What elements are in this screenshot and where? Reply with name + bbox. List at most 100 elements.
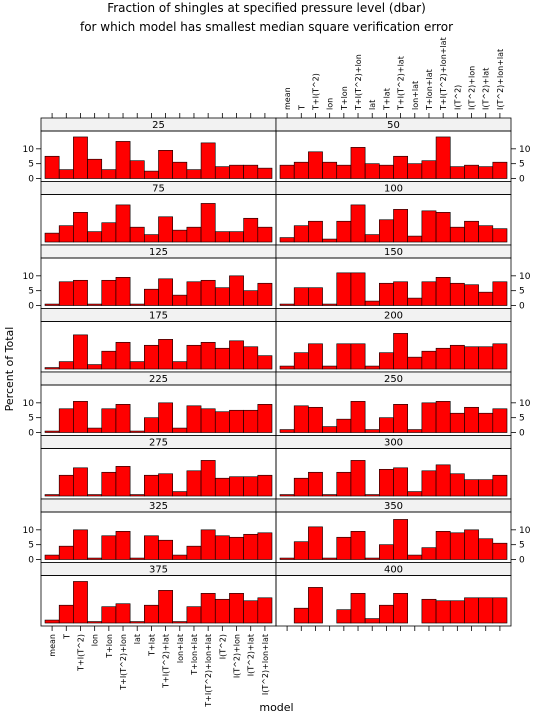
strip-label-50: 50 [387,120,400,131]
bar-300-T+lat [379,468,394,497]
xtick-label-bottom-T+I(T^2)+lon+lat: T+I(T^2)+lon+lat [204,634,213,708]
bar-100-T+lon+lat [421,210,437,243]
bar-300-lon [322,494,338,497]
ytick-label-325-10: 10 [23,526,35,536]
bar-125-T+lat [144,288,159,306]
bar-200-T+I(T^2)+lon+lat [435,347,451,370]
bar-150-T+I(T^2)+lon [350,272,366,306]
xtick-label-top-T+lon+lat: T+lon+lat [425,69,434,111]
bar-50-T+lon+lat [421,160,437,179]
bar-350-T+lon+lat [421,547,437,560]
bar-200-T+I(T^2)+lat [393,333,408,370]
bar-300-T+I(T^2) [308,471,323,497]
xtick-label-top-lat: lat [368,100,377,110]
strip-label-75: 75 [152,184,165,195]
xtick-label-bottom-T+I(T^2): T+I(T^2) [76,634,85,672]
bar-25-T+I(T^2)+lon+lat [200,142,216,179]
bar-325-T+I(T^2) [73,529,88,560]
bar-100-I(T^2)+lat [478,225,494,243]
ytick-label-150-5: 5 [519,287,525,297]
xtick-label-top-I(T^2)+lon+lat: I(T^2)+lon+lat [496,49,505,110]
panel-grid: 25 50 75 100 125 150 175 200 225 250 275 300 325 350 3… [40,117,512,627]
bar-250-I(T^2)+lat [478,412,494,433]
xtick-label-bottom-T+lat: T+lat [147,634,156,657]
bar-175-T+I(T^2)+lat [158,339,173,370]
xtick-label-top-T+lon: T+lon [340,86,349,111]
panel-125: 125 [40,244,277,309]
bar-200-T+I(T^2) [308,343,323,370]
bar-175-T+lon [101,350,117,370]
bar-275-T+I(T^2)+lon+lat [200,460,216,497]
bar-50-T+lon [336,164,352,179]
bar-375-mean [44,619,60,624]
bar-350-I(T^2)+lat [478,538,494,560]
bar-200-T+I(T^2)+lon [350,343,366,370]
bar-150-T+lon [336,272,352,306]
bar-200-T [293,352,309,370]
bar-325-lon+lat [172,554,188,560]
bar-150-T+I(T^2)+lat [393,281,408,306]
bar-325-T+lat [144,535,159,560]
bar-175-lon [87,364,103,370]
ytick-label-50-10: 10 [519,145,531,155]
bar-75-T+I(T^2)+lon+lat [200,203,216,243]
bar-200-I(T^2)+lon+lat [492,343,508,370]
bar-50-T [293,161,309,179]
bar-175-T+I(T^2)+lon [115,341,131,370]
bar-100-T+I(T^2)+lat [393,209,408,243]
bar-75-I(T^2)+lat [243,217,259,243]
bar-125-I(T^2)+lon [229,275,244,306]
bar-175-T+lon+lat [186,344,202,370]
bar-275-lon [87,494,103,497]
bar-25-T+lon+lat [186,169,202,179]
bar-400-I(T^2)+lon [464,597,479,624]
bar-275-I(T^2) [214,477,230,497]
bar-300-I(T^2) [449,473,465,497]
bar-300-lon+lat [407,491,423,497]
bar-350-T+I(T^2) [308,526,323,560]
ytick-label-325-0: 0 [28,556,34,566]
ytick-label-150-0: 0 [519,302,525,312]
bar-50-lat [364,163,380,179]
bar-350-lat [364,557,380,560]
bar-375-T+I(T^2)+lon+lat [200,593,216,624]
ytick-label-25-5: 5 [28,160,34,170]
bar-25-I(T^2) [214,166,230,179]
bar-375-T+I(T^2)+lat [158,590,173,624]
bar-25-T+I(T^2) [73,136,88,179]
bar-375-lon+lat [172,621,188,624]
bar-250-T+I(T^2) [308,406,323,433]
ytick-label-250-5: 5 [519,414,525,424]
bar-175-T+lat [144,344,159,370]
bar-150-T+lon+lat [421,281,437,306]
bar-125-I(T^2) [214,287,230,306]
bar-200-mean [279,365,295,370]
bar-250-lon+lat [407,429,423,433]
y-axis-title: Percent of Total [3,327,16,412]
panel-25: 25 [40,117,277,182]
bar-225-I(T^2) [214,411,230,433]
xtick-label-bottom-lon: lon [91,634,100,646]
bar-300-I(T^2)+lat [478,479,494,497]
ytick-label-225-5: 5 [28,414,34,424]
bar-150-lat [364,300,380,306]
bar-400-T+lon+lat [421,598,437,624]
bar-400-T+I(T^2)+lat [393,593,408,624]
bar-50-I(T^2)+lon+lat [492,161,508,179]
bar-175-T+I(T^2) [73,334,88,370]
bar-125-T+I(T^2)+lat [158,278,173,306]
strip-label-325: 325 [149,501,168,512]
bar-100-T+I(T^2)+lon+lat [435,212,451,243]
bar-25-T+lon [101,169,117,179]
bar-250-T+lon [336,418,352,433]
bar-375-lat [129,621,145,624]
bar-375-T+I(T^2)+lon [115,603,131,624]
xtick-label-top-T+lat: T+lat [382,88,391,111]
bar-275-I(T^2)+lon [229,476,244,497]
xtick-label-bottom-I(T^2)+lon: I(T^2)+lon [233,634,242,678]
bar-300-mean [279,494,295,497]
bar-300-T+lon+lat [421,470,437,497]
bar-375-lon [87,621,103,624]
bar-200-lon [322,365,338,370]
panel-150: 150 [275,244,512,309]
